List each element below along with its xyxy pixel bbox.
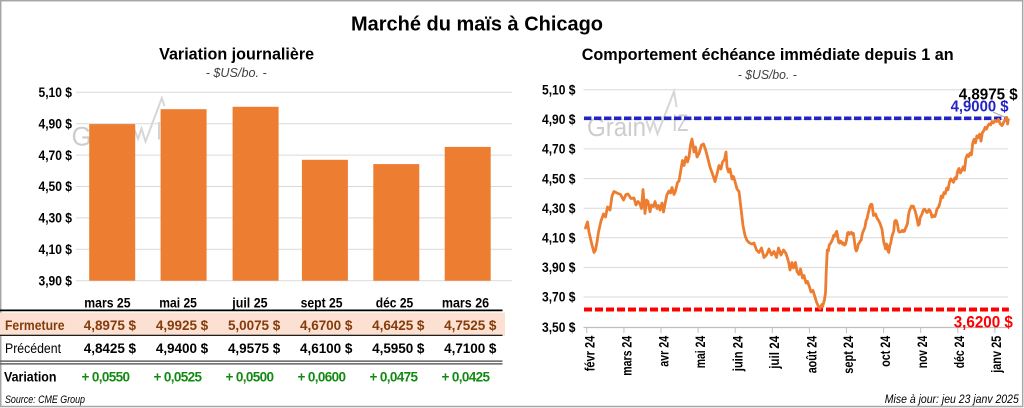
svg-text:sept 24: sept 24 <box>841 335 856 373</box>
svg-text:3,6200 $: 3,6200 $ <box>954 313 1013 331</box>
svg-text:+ 0,0600: + 0,0600 <box>298 370 347 385</box>
svg-text:- $US/bo. -: - $US/bo. - <box>206 65 268 80</box>
svg-text:4,6425 $: 4,6425 $ <box>372 318 425 333</box>
svg-text:3,50 $: 3,50 $ <box>542 319 576 335</box>
svg-text:+ 0,0550: + 0,0550 <box>82 370 131 385</box>
svg-text:4,7100 $: 4,7100 $ <box>444 341 497 356</box>
svg-text:déc 25: déc 25 <box>376 296 414 311</box>
svg-text:mars 25: mars 25 <box>84 296 131 311</box>
svg-text:4,50 $: 4,50 $ <box>542 170 576 186</box>
svg-text:IZ: IZ <box>672 110 688 137</box>
svg-text:4,30 $: 4,30 $ <box>542 200 576 216</box>
svg-text:déc 24: déc 24 <box>952 335 967 368</box>
svg-text:4,6700 $: 4,6700 $ <box>300 318 353 333</box>
svg-text:4,9400 $: 4,9400 $ <box>156 341 209 356</box>
svg-text:+ 0,0475: + 0,0475 <box>370 370 419 385</box>
svg-text:4,9925 $: 4,9925 $ <box>156 318 209 333</box>
svg-text:4,90 $: 4,90 $ <box>542 111 576 127</box>
svg-text:4,9000 $: 4,9000 $ <box>951 98 1009 115</box>
svg-text:Variation: Variation <box>4 370 57 385</box>
svg-text:4,6100 $: 4,6100 $ <box>300 341 353 356</box>
svg-text:+ 0,0425: + 0,0425 <box>442 370 491 385</box>
svg-text:3,70 $: 3,70 $ <box>542 289 576 305</box>
svg-text:4,30 $: 4,30 $ <box>39 210 73 226</box>
svg-text:mai 25: mai 25 <box>159 296 197 311</box>
svg-text:juil 25: juil 25 <box>231 296 268 311</box>
svg-text:4,9575 $: 4,9575 $ <box>228 341 281 356</box>
svg-text:Mise à jour: jeu 23 janv 2025: Mise à jour: jeu 23 janv 2025 <box>885 394 1020 406</box>
svg-text:Précédent: Précédent <box>5 341 61 356</box>
svg-text:févr 24: févr 24 <box>582 335 597 371</box>
svg-text:4,7525 $: 4,7525 $ <box>444 318 497 333</box>
svg-text:4,5950 $: 4,5950 $ <box>372 341 425 356</box>
svg-text:4,10 $: 4,10 $ <box>542 230 576 246</box>
svg-text:août 24: août 24 <box>804 335 819 373</box>
svg-text:Comportement échéance immédiat: Comportement échéance immédiate depuis 1… <box>582 46 954 64</box>
svg-text:3,90 $: 3,90 $ <box>542 259 576 275</box>
svg-text:4,8975 $: 4,8975 $ <box>959 87 1018 104</box>
svg-text:sept 25: sept 25 <box>301 296 343 311</box>
svg-text:mai 24: mai 24 <box>693 335 708 368</box>
svg-text:avr 24: avr 24 <box>656 335 671 366</box>
svg-text:juin 24: juin 24 <box>730 335 745 372</box>
svg-text:4,8425 $: 4,8425 $ <box>84 341 137 356</box>
svg-text:+ 0,0500: + 0,0500 <box>226 370 274 385</box>
svg-text:mars 24: mars 24 <box>620 335 635 375</box>
svg-text:- $US/bo. -: - $US/bo. - <box>738 67 798 82</box>
svg-text:Marché du maïs à Chicago: Marché du maïs à Chicago <box>351 13 603 36</box>
svg-text:oct 24: oct 24 <box>878 335 893 366</box>
svg-text:janv 25: janv 25 <box>989 335 1004 373</box>
svg-text:4,8975 $: 4,8975 $ <box>84 318 137 333</box>
svg-text:5,10 $: 5,10 $ <box>39 84 73 100</box>
svg-text:+ 0,0525: + 0,0525 <box>154 370 203 385</box>
svg-text:5,0075 $: 5,0075 $ <box>228 318 281 333</box>
svg-text:4,10 $: 4,10 $ <box>39 241 73 257</box>
svg-text:Variation journalière: Variation journalière <box>159 45 314 63</box>
svg-text:Source: CME Group: Source: CME Group <box>5 394 85 406</box>
svg-text:4,70 $: 4,70 $ <box>542 141 576 157</box>
svg-text:4,90 $: 4,90 $ <box>39 115 73 131</box>
svg-text:4,50 $: 4,50 $ <box>39 178 73 194</box>
svg-text:5,10 $: 5,10 $ <box>542 82 576 98</box>
svg-text:Fermeture: Fermeture <box>5 318 65 333</box>
svg-text:3,90 $: 3,90 $ <box>39 272 73 288</box>
svg-text:4,70 $: 4,70 $ <box>39 147 73 163</box>
svg-text:nov 24: nov 24 <box>915 335 930 368</box>
svg-text:juil 24: juil 24 <box>767 335 782 369</box>
svg-text:mars 26: mars 26 <box>442 296 490 311</box>
